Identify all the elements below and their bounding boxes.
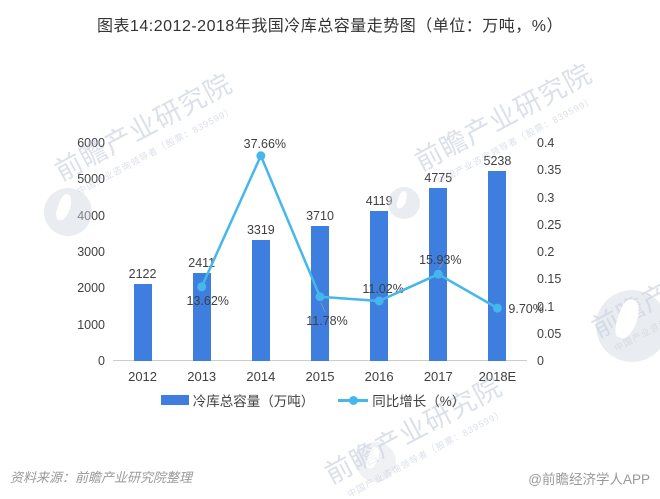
line-value-label-2013: 13.62% <box>186 293 229 308</box>
legend-item-growth: 同比增长（%） <box>338 390 465 410</box>
legend: 冷库总容量（万吨） 同比增长（%） <box>0 390 643 410</box>
bar-2012 <box>133 283 152 361</box>
bar-value-label-2013: 2411 <box>188 256 216 271</box>
x-axis-label-2017: 2017 <box>423 369 453 384</box>
right-axis-tick-0.15: 0.15 <box>537 272 562 287</box>
right-axis-tick-0.25: 0.25 <box>537 217 562 232</box>
line-value-label-2015: 11.78% <box>306 313 348 328</box>
left-axis-tick-0: 0 <box>98 354 105 368</box>
left-axis-tick-1000: 1000 <box>77 317 105 332</box>
bar-value-label-2018E: 5238 <box>483 153 512 168</box>
right-axis-tick-0: 0 <box>537 354 544 368</box>
legend-label-capacity: 冷库总容量（万吨） <box>192 394 315 409</box>
right-axis-tick-0.4: 0.4 <box>537 136 555 150</box>
x-axis-label-2016: 2016 <box>364 369 394 384</box>
bar-2013 <box>192 273 211 361</box>
bar-2014 <box>251 240 270 361</box>
bar-value-label-2017: 4775 <box>424 170 453 185</box>
right-axis-tick-0.05: 0.05 <box>537 326 562 341</box>
line-value-label-2016: 11.02% <box>362 281 404 296</box>
right-axis-tick-0.1: 0.1 <box>537 299 555 314</box>
bar-2015 <box>311 226 329 361</box>
right-axis-tick-0.35: 0.35 <box>537 163 562 178</box>
x-axis-label-2012: 2012 <box>128 369 158 384</box>
line-value-label-2014: 37.66% <box>243 136 287 151</box>
legend-bar-swatch <box>160 395 189 405</box>
right-axis-tick-0.2: 0.2 <box>537 245 555 259</box>
x-axis-label-2013: 2013 <box>187 369 217 384</box>
bar-value-label-2016: 4119 <box>365 194 393 209</box>
left-axis-tick-2000: 2000 <box>77 281 105 296</box>
right-axis-tick-0.3: 0.3 <box>537 190 555 205</box>
x-axis-label-2014: 2014 <box>246 369 276 384</box>
bar-value-label-2012: 2122 <box>128 266 157 281</box>
bar-value-label-2015: 3710 <box>306 209 334 224</box>
left-axis-tick-3000: 3000 <box>77 245 105 259</box>
legend-line-dot-icon <box>349 395 359 405</box>
x-axis-label-2015: 2015 <box>305 369 335 384</box>
legend-item-capacity: 冷库总容量（万吨） <box>160 390 315 410</box>
left-axis-tick-6000: 6000 <box>77 136 105 150</box>
bar-2018E <box>488 170 507 361</box>
left-axis-tick-5000: 5000 <box>77 172 105 187</box>
footer-source: 资料来源：前瞻产业研究院整理 <box>10 470 193 485</box>
bar-2017 <box>429 187 448 361</box>
line-value-label-2017: 15.93% <box>419 253 462 268</box>
line-value-label-2018E: 9.70% <box>508 302 544 317</box>
x-axis-label-2018E: 2018E <box>478 369 517 384</box>
page-title: 图表14:2012-2018年我国冷库总容量走势图（单位：万吨，%） <box>97 18 563 35</box>
left-axis-tick-4000: 4000 <box>77 208 105 223</box>
legend-label-growth: 同比增长（%） <box>372 394 466 409</box>
legend-line-swatch <box>338 395 369 405</box>
footer-attribution: @前瞻经济学人APP <box>528 472 650 487</box>
bar-value-label-2014: 3319 <box>246 223 275 238</box>
